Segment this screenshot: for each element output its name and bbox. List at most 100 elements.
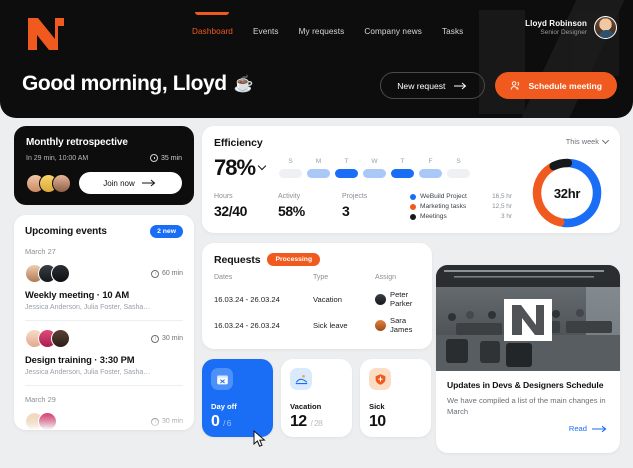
avatar (51, 264, 70, 283)
nav-item-tasks[interactable]: Tasks (441, 27, 464, 36)
column-type: Type (313, 274, 329, 281)
donut-center-label: 32hr (553, 185, 581, 201)
tile-total: / 6 (223, 418, 231, 428)
avatar (375, 293, 386, 305)
event-duration-label: 30 min (161, 335, 183, 342)
legend-value: 16,5 hr (492, 193, 512, 200)
news-card[interactable]: Updates in Devs & Designers Schedule We … (436, 265, 620, 453)
tile-day-off[interactable]: Day off 0 / 6 (202, 359, 273, 437)
legend-item-2: Meetings 3 hr (410, 213, 512, 220)
period-selector[interactable]: This week (565, 136, 610, 146)
clock-icon (150, 269, 159, 278)
requests-title: Requests (214, 253, 261, 266)
news-text: We have compiled a list of the main chan… (447, 396, 606, 416)
event-participants: Jessica Anderson, Julia Foster, Sasha… (25, 369, 151, 376)
stat-value: 32/40 (214, 203, 248, 219)
retrospective-duration-label: 35 min (160, 154, 182, 162)
tile-label: Sick (369, 402, 385, 411)
assignee-name: Peter Parker (390, 290, 413, 308)
avatar[interactable] (594, 16, 617, 39)
event-participants: Jessica Anderson, Julia Foster, Sasha… (25, 304, 151, 311)
weekday-label: T (400, 158, 405, 165)
read-more-link[interactable]: Read (447, 424, 609, 433)
efficiency-stats: Hours 32/40 Activity 58% Projects 3 WeBu… (214, 193, 608, 223)
list-item[interactable]: 60 min Weekly meeting · 10 AM Jessica An… (25, 256, 183, 321)
cell-dates: 16.03.24 - 26.03.24 (214, 294, 280, 304)
shield-icon (369, 368, 391, 390)
stat-hours: Hours 32/40 (214, 193, 278, 219)
new-request-button[interactable]: New request (380, 72, 486, 99)
weekday-bar (447, 169, 471, 178)
clock-icon (149, 154, 158, 162)
weekday-bar-0[interactable]: S (279, 158, 303, 178)
join-now-button[interactable]: Join now (79, 172, 182, 194)
legend-color-dot (410, 193, 416, 200)
weekday-label: T (344, 158, 349, 165)
weekday-bar-4[interactable]: T (391, 158, 415, 178)
event-group-date: March 29 (25, 395, 56, 404)
retrospective-duration: 35 min (149, 154, 182, 162)
tile-value: 0 / 6 (211, 413, 264, 431)
chevron-down-icon (601, 136, 610, 145)
table-row[interactable]: 16.03.24 - 26.03.24 Sick leave Sara Jame… (214, 312, 420, 338)
table-row[interactable]: 16.03.24 - 26.03.24 Vacation Peter Parke… (214, 286, 420, 312)
nav-item-my-requests[interactable]: My requests (298, 27, 345, 36)
weekday-bar-6[interactable]: S (447, 158, 471, 178)
upcoming-events-header: Upcoming events 2 new (25, 225, 183, 238)
schedule-meeting-button[interactable]: Schedule meeting (495, 72, 617, 99)
weekday-bar-5[interactable]: F (419, 158, 443, 178)
weekday-bar (419, 169, 443, 178)
requests-table: Dates Type Assign 16.03.24 - 26.03.24 Va… (214, 274, 420, 338)
period-label: This week (565, 137, 599, 146)
nav-item-company-news[interactable]: Company news (364, 27, 422, 36)
stat-label: Hours (214, 193, 233, 200)
requests-card: Requests Processing Dates Type Assign 16… (202, 243, 432, 349)
chevron-down-icon (257, 161, 267, 171)
stat-label: Activity (278, 193, 301, 200)
efficiency-percent[interactable]: 78% (214, 155, 267, 181)
weekday-bar-1[interactable]: M (307, 158, 331, 178)
header-actions: New request Schedule meeting (380, 72, 617, 99)
stat-value: 3 (342, 203, 350, 219)
scroll-fade (14, 414, 194, 430)
schedule-meeting-label: Schedule meeting (528, 80, 602, 91)
nav-item-events[interactable]: Events (252, 27, 279, 36)
user-name: Lloyd Robinson (525, 19, 587, 28)
weekday-bar-2[interactable]: T (335, 158, 359, 178)
middle-column: Efficiency This week 78% S M T W T F S Hours 3… (202, 126, 620, 437)
stat-label: Projects (342, 193, 368, 200)
assignee-name: Sara James (390, 316, 413, 334)
page-title: Good morning, Lloyd ☕ (22, 72, 254, 96)
donut-svg (532, 158, 602, 228)
arrow-right-icon (141, 179, 156, 187)
coffee-cup-icon: ☕ (233, 76, 254, 93)
greeting-text: Good morning, Lloyd (22, 72, 227, 95)
weekday-label: M (315, 158, 322, 165)
event-avatars (25, 329, 70, 348)
column-dates: Dates (214, 274, 233, 281)
retrospective-title: Monthly retrospective (26, 137, 128, 148)
avatar (375, 319, 386, 331)
app-header: Dashboard Events My requests Company new… (0, 0, 633, 118)
weekday-bar (363, 169, 387, 178)
legend-value: 12,5 hr (492, 203, 512, 210)
tile-vacation[interactable]: Vacation 12 / 28 (281, 359, 352, 437)
weekday-bar-3[interactable]: W (363, 158, 387, 178)
tile-value: 10 (369, 413, 422, 431)
news-title: Updates in Devs & Designers Schedule (447, 380, 604, 390)
weekday-bar (391, 169, 415, 178)
nav-item-dashboard[interactable]: Dashboard (190, 24, 235, 39)
efficiency-header: Efficiency (214, 137, 608, 149)
status-badge: 2 new (150, 225, 183, 238)
tile-sick[interactable]: Sick 10 (360, 359, 431, 437)
company-logo-icon[interactable] (22, 12, 70, 52)
tile-value-number: 0 (211, 413, 220, 430)
people-icon (511, 81, 520, 90)
list-item[interactable]: 30 min Design training · 3:30 PM Jessica… (25, 321, 183, 386)
balance-tiles: Day off 0 / 6 Vacation 12 / 28 (202, 359, 432, 437)
arrow-right-icon (454, 82, 467, 89)
weekday-bar (279, 169, 303, 178)
user-profile[interactable]: Lloyd Robinson Senior Designer (525, 16, 617, 39)
left-column: Monthly retrospective In 29 min, 10:00 A… (14, 126, 194, 430)
